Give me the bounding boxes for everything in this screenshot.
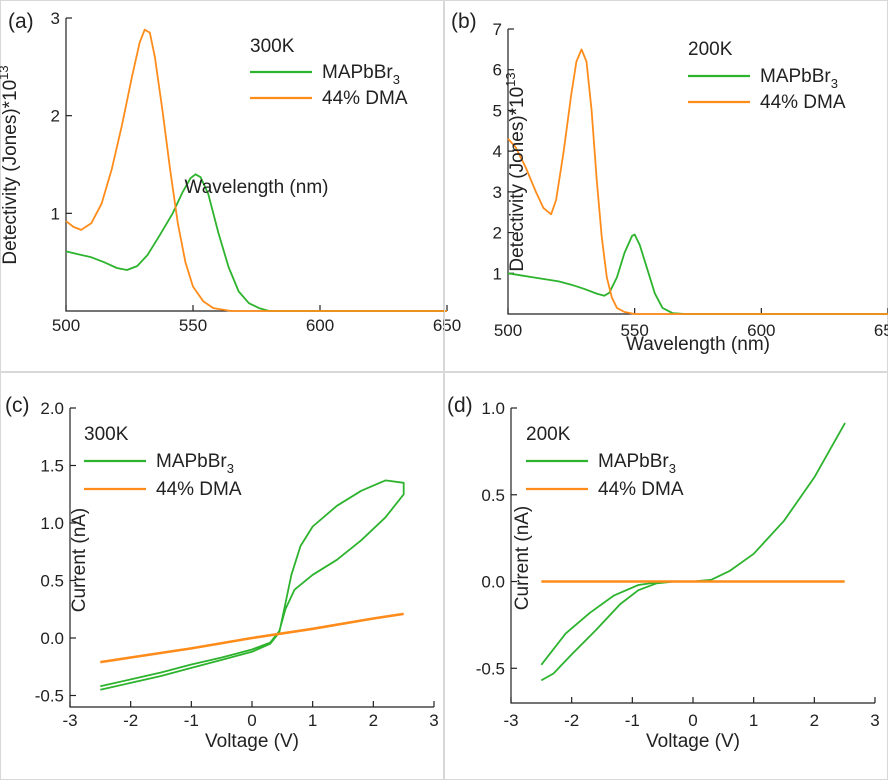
- y-tick-label: 1: [51, 204, 60, 223]
- temperature-annotation: 300K: [250, 36, 295, 57]
- legend-label: MAPbBr3: [598, 451, 676, 476]
- legend: MAPbBr3 44% DMA: [84, 451, 242, 500]
- axes: [69, 408, 434, 708]
- y-tick-label: 2: [493, 224, 502, 243]
- x-tick-label: -3: [62, 711, 77, 730]
- legend-label: 44% DMA: [598, 479, 684, 500]
- legend: MAPbBr3 44% DMA: [526, 451, 684, 500]
- y-tick-label: -0.5: [476, 659, 505, 678]
- x-axis-title: Voltage (V): [205, 731, 299, 752]
- panel-label: (b): [451, 10, 477, 33]
- y-tick-label: 2.0: [40, 399, 64, 418]
- y-tick-label: 3: [493, 183, 502, 202]
- x-tick-label: 650: [433, 316, 461, 335]
- x-tick-label: 1: [749, 711, 758, 730]
- x-tick-label: -3: [503, 711, 518, 730]
- y-tick-label: 4: [493, 142, 502, 161]
- y-tick-label: 2: [51, 107, 60, 126]
- temperature-annotation: 300K: [84, 424, 129, 445]
- series-line-mapbbr3: [507, 233, 888, 315]
- legend-label: 44% DMA: [760, 92, 846, 113]
- series-line-mapbbr3: [100, 479, 405, 691]
- series-line-mapbbr3: [540, 422, 846, 682]
- x-axis-title: Wavelength (nm): [185, 177, 329, 198]
- series-line-mapbbr3: [65, 173, 447, 312]
- legend-label: 44% DMA: [322, 88, 408, 109]
- y-axis-title: Current (nA): [69, 508, 90, 613]
- panel-label: (d): [447, 394, 473, 417]
- y-tick-label: -0.5: [35, 687, 64, 706]
- legend-label: MAPbBr3: [760, 66, 838, 91]
- x-tick-label: -2: [564, 711, 579, 730]
- y-tick-label: 1.5: [40, 457, 64, 476]
- panel-b: 500 550 600 650 1 2 3 4 5 6 7 (b) Wavelength (nm) Det…: [444, 0, 888, 372]
- x-tick-label: 1: [308, 711, 317, 730]
- y-tick-label: 5: [493, 101, 502, 120]
- panel-c: -3 -2 -1 0 1 2 3 -0.5 0.0 0.5 1.0 1.5 2.0 (c) Voltage …: [0, 372, 444, 780]
- x-tick-label: 500: [494, 321, 522, 340]
- y-tick-label: 0.5: [40, 572, 64, 591]
- legend-label: 44% DMA: [156, 479, 242, 500]
- x-tick-label: 2: [369, 711, 378, 730]
- y-axis-title: Detectivity (Jones)*1013: [0, 65, 21, 264]
- panel-d: -3 -2 -1 0 1 2 3 -0.5 0.0 0.5 1.0 (d) Voltage (V) Cur…: [444, 372, 888, 780]
- x-tick-label: 500: [52, 316, 80, 335]
- x-tick-label: 650: [874, 321, 888, 340]
- y-tick-label: 0.5: [481, 486, 505, 505]
- y-axis-title: Current (nA): [512, 506, 533, 611]
- x-tick-label: 550: [179, 316, 207, 335]
- x-axis-title: Voltage (V): [646, 731, 740, 752]
- x-tick-label: 3: [870, 711, 879, 730]
- x-tick-label: 0: [688, 711, 697, 730]
- y-tick-label: 1.0: [40, 514, 64, 533]
- x-axis-title: Wavelength (nm): [626, 334, 770, 355]
- y-tick-label: 7: [493, 20, 502, 39]
- y-tick-label: 0.0: [40, 629, 64, 648]
- x-tick-label: -1: [184, 711, 199, 730]
- x-tick-label: 600: [747, 321, 775, 340]
- temperature-annotation: 200K: [688, 39, 733, 60]
- series-line-dma: [100, 612, 404, 664]
- y-tick-label: 0.0: [481, 573, 505, 592]
- series-line-dma: [65, 28, 447, 312]
- y-tick-label: 6: [493, 61, 502, 80]
- panel-frame: [0, 0, 444, 372]
- x-tick-label: 3: [429, 711, 438, 730]
- y-tick-label: 3: [51, 9, 60, 28]
- x-tick-label: -2: [123, 711, 138, 730]
- panel-label: (a): [8, 10, 34, 33]
- x-tick-label: 600: [306, 316, 334, 335]
- panel-label: (c): [5, 394, 30, 417]
- panel-a: 500 550 600 650 1 2 3 (a) Wavelength (nm) Detecti…: [0, 0, 461, 372]
- legend-label: MAPbBr3: [156, 451, 234, 476]
- series-line-dma: [507, 48, 888, 315]
- x-tick-label: 2: [810, 711, 819, 730]
- x-tick-label: -1: [625, 711, 640, 730]
- legend-label: MAPbBr3: [322, 62, 400, 87]
- y-axis-title: Detectivity (Jones)*1013: [503, 72, 528, 271]
- y-tick-label: 1: [493, 264, 502, 283]
- temperature-annotation: 200K: [526, 424, 571, 445]
- x-tick-label: 0: [247, 711, 256, 730]
- axes: [507, 29, 888, 315]
- x-tick-label: 550: [620, 321, 648, 340]
- y-tick-label: 1.0: [481, 399, 505, 418]
- axes: [510, 408, 875, 704]
